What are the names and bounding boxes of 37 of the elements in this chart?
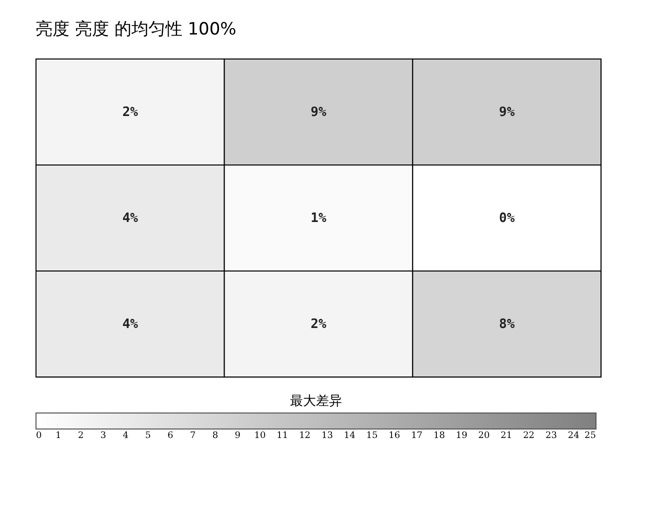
data-label: 9% <box>499 105 515 120</box>
color-bar-label: 7 <box>190 431 196 441</box>
color-bar-label: 15 <box>366 431 378 441</box>
color-bar-label: 13 <box>321 431 334 441</box>
color-bar-label: 0 <box>36 431 42 441</box>
color-bar-label: 3 <box>100 431 106 441</box>
data-label: 9% <box>310 105 326 120</box>
color-bar-label: 5 <box>145 431 152 441</box>
color-bar-label: 19 <box>456 431 468 441</box>
color-bar-label: 23 <box>545 431 558 441</box>
data-label: 1% <box>310 211 326 226</box>
color-bar-label: 25 <box>584 431 596 441</box>
color-bar-label: 1 <box>56 431 62 441</box>
color-bar-label: 9 <box>234 431 241 441</box>
color-bar-label: 18 <box>433 431 446 441</box>
color-bar-label: 17 <box>411 431 423 441</box>
data-label: 4% <box>122 317 138 332</box>
color-bar-title: 最大差异 <box>290 394 342 409</box>
color-bar-label: 14 <box>344 431 356 441</box>
data-label: 2% <box>122 105 138 120</box>
color-bar-label: 12 <box>299 431 311 441</box>
color-bar-label: 11 <box>276 431 288 441</box>
chart-title: 亮度 亮度 的均匀性 100% <box>36 20 236 40</box>
data-label: 4% <box>122 211 138 226</box>
color-bar-label: 22 <box>523 431 535 441</box>
data-label: 2% <box>310 317 326 332</box>
data-label: 8% <box>499 317 515 332</box>
color-bar-label: 6 <box>168 431 174 441</box>
color-bar-label: 24 <box>568 431 580 441</box>
color-bar-label: 16 <box>388 431 400 441</box>
color-bar-label: 20 <box>478 431 490 441</box>
data-label: 0% <box>499 211 515 226</box>
color-bar-label: 2 <box>78 431 84 441</box>
color-bar-label: 8 <box>212 431 218 441</box>
color-bar-label: 10 <box>254 431 266 441</box>
color-bar-label: 21 <box>500 431 512 441</box>
color-bar-label: 4 <box>122 431 129 441</box>
